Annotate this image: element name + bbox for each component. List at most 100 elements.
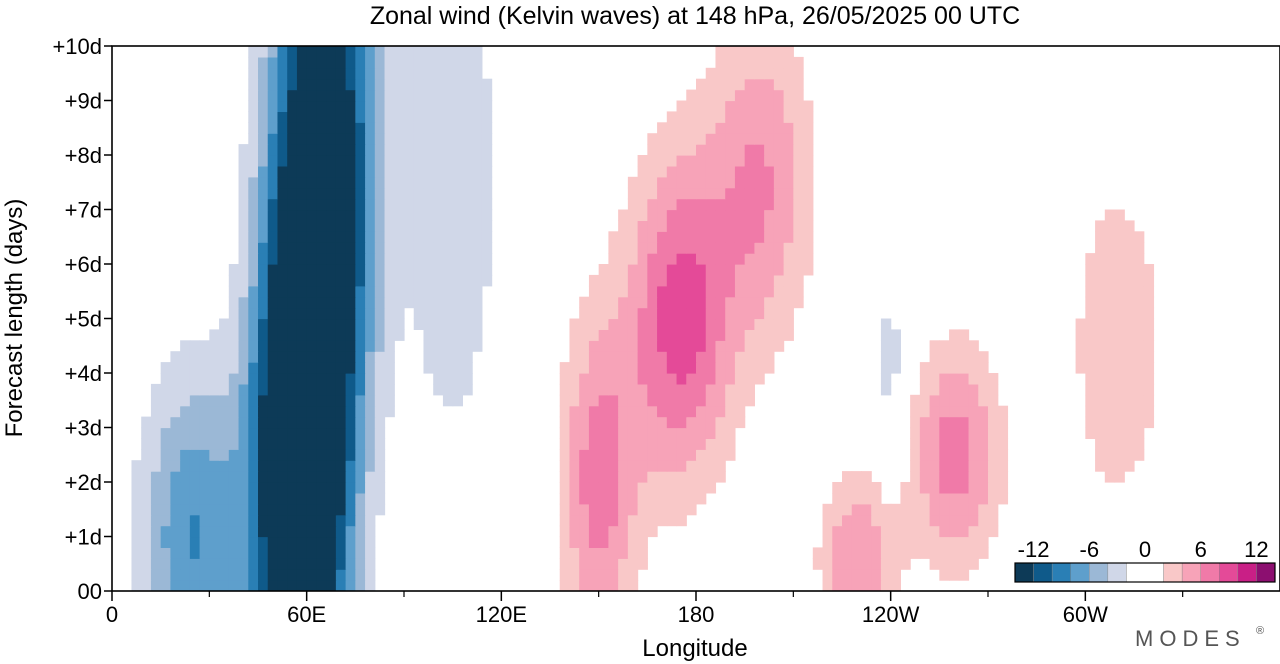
- field-cell: [657, 383, 668, 396]
- field-cell: [219, 547, 230, 559]
- field-cell: [1095, 285, 1106, 298]
- field-cell: [588, 394, 600, 407]
- field-cell: [627, 209, 639, 221]
- field-cell: [374, 503, 386, 516]
- field-cell: [326, 416, 337, 429]
- field-cell: [365, 165, 376, 178]
- field-cell: [150, 405, 162, 418]
- field-cell: [647, 340, 658, 352]
- field-cell: [715, 383, 726, 396]
- field-cell: [258, 264, 269, 276]
- field-cell: [170, 416, 181, 429]
- field-cell: [773, 318, 785, 330]
- field-cell: [452, 122, 463, 134]
- field-cell: [150, 383, 162, 396]
- field-cell: [754, 373, 765, 385]
- field-cell: [958, 405, 970, 418]
- field-cell: [296, 78, 308, 91]
- field-cell: [705, 111, 717, 123]
- field-cell: [1143, 285, 1155, 298]
- field-cell: [433, 340, 444, 352]
- field-cell: [345, 296, 356, 309]
- field-cell: [277, 78, 288, 91]
- field-cell: [618, 362, 629, 374]
- field-cell: [219, 580, 230, 591]
- field-cell: [277, 231, 288, 243]
- field-cell: [404, 56, 415, 69]
- field-cell: [326, 56, 337, 69]
- field-cell: [209, 525, 220, 538]
- field-cell: [686, 111, 697, 123]
- field-cell: [248, 242, 259, 254]
- field-cell: [189, 536, 201, 548]
- field-cell: [306, 318, 317, 330]
- field-cell: [258, 111, 269, 123]
- field-cell: [277, 264, 288, 276]
- field-cell: [150, 558, 162, 570]
- field-cell: [618, 427, 629, 439]
- field-cell: [306, 67, 317, 80]
- field-cell: [296, 144, 308, 156]
- field-cell: [306, 133, 317, 145]
- field-cell: [472, 209, 483, 221]
- field-cell: [1124, 373, 1135, 385]
- field-cell: [618, 307, 629, 320]
- field-cell: [958, 394, 970, 407]
- field-cell: [822, 503, 833, 516]
- field-cell: [228, 405, 240, 418]
- field-cell: [228, 274, 240, 287]
- field-cell: [287, 482, 298, 494]
- field-cell: [472, 46, 483, 58]
- field-cell: [209, 416, 220, 429]
- field-cell: [277, 525, 288, 538]
- field-cell: [803, 253, 814, 265]
- field-cell: [871, 525, 882, 538]
- field-cell: [442, 285, 454, 298]
- field-cell: [598, 318, 609, 330]
- field-cell: [131, 514, 142, 527]
- field-cell: [131, 460, 142, 472]
- field-cell: [608, 460, 619, 472]
- field-cell: [277, 253, 288, 265]
- field-cell: [1114, 274, 1125, 287]
- field-cell: [647, 220, 658, 232]
- field-cell: [588, 427, 600, 439]
- field-cell: [374, 67, 386, 80]
- field-cell: [588, 536, 600, 548]
- field-cell: [404, 242, 415, 254]
- field-cell: [472, 122, 483, 134]
- field-cell: [657, 155, 668, 167]
- field-cell: [365, 580, 376, 591]
- field-cell: [413, 133, 425, 145]
- field-cell: [248, 155, 259, 167]
- field-cell: [618, 351, 629, 363]
- field-cell: [199, 449, 210, 461]
- field-cell: [374, 449, 386, 461]
- field-cell: [734, 362, 746, 374]
- field-cell: [1085, 416, 1096, 429]
- field-cell: [627, 176, 639, 189]
- field-cell: [725, 144, 736, 156]
- field-cell: [627, 318, 639, 330]
- field-cell: [345, 525, 356, 538]
- field-cell: [715, 253, 726, 265]
- field-cell: [598, 296, 609, 309]
- field-cell: [326, 525, 337, 538]
- field-cell: [744, 351, 755, 363]
- field-cell: [978, 351, 989, 363]
- field-cell: [306, 525, 317, 538]
- field-cell: [657, 503, 668, 516]
- field-cell: [296, 253, 308, 265]
- field-cell: [1124, 318, 1135, 330]
- field-cell: [647, 209, 658, 221]
- field-cell: [725, 187, 736, 200]
- field-cell: [423, 264, 434, 276]
- field-cell: [209, 471, 220, 483]
- field-cell: [306, 536, 317, 548]
- field-cell: [287, 209, 298, 221]
- field-cell: [258, 122, 269, 134]
- field-cell: [832, 503, 843, 516]
- field-cell: [880, 525, 892, 538]
- field-cell: [1124, 274, 1135, 287]
- field-cell: [394, 56, 405, 69]
